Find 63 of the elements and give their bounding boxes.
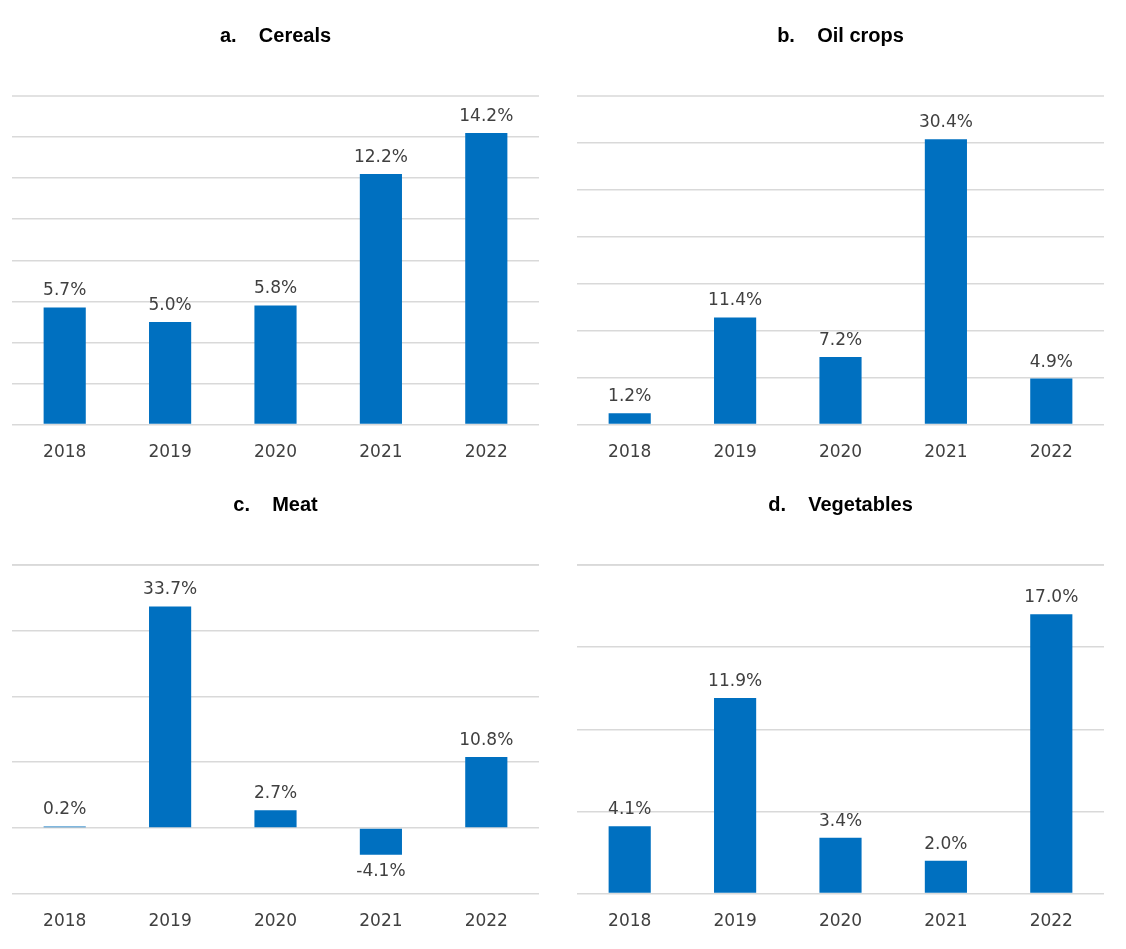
bar (254, 810, 297, 828)
x-tick-label: 2020 (818, 910, 863, 931)
chart-title: c. Meat (233, 492, 319, 515)
x-tick-label: 2018 (608, 441, 652, 462)
x-tick-label: 2018 (608, 910, 652, 931)
data-label: 30.4% (918, 111, 973, 132)
data-label: 1.2% (608, 385, 652, 406)
bar (149, 321, 192, 424)
data-label: 2.0% (924, 832, 968, 853)
data-label: 5.7% (43, 279, 87, 300)
data-label: 10.8% (459, 728, 514, 749)
chart-title: a. Cereals (219, 23, 332, 46)
x-tick-label: 2018 (43, 441, 87, 462)
data-label: 11.9% (708, 670, 763, 690)
x-tick-label: 2021 (924, 441, 968, 462)
x-tick-label: 2020 (253, 441, 298, 462)
x-tick-label: 2019 (148, 910, 192, 931)
x-tick-label: 2022 (1029, 910, 1073, 931)
bar (359, 174, 402, 424)
x-tick-label: 2021 (359, 910, 403, 931)
bar (924, 860, 967, 893)
data-label: 11.4% (708, 289, 763, 310)
data-label: 7.2% (818, 328, 863, 349)
x-tick-label: 2021 (359, 441, 403, 462)
data-label: 17.0% (1024, 586, 1079, 607)
bar (359, 828, 402, 855)
x-tick-label: 2019 (713, 910, 757, 931)
bar (1030, 378, 1073, 424)
bar (608, 413, 651, 424)
x-tick-label: 2020 (253, 910, 298, 931)
bar (43, 307, 86, 424)
chart-title: b. Oil crops (777, 23, 904, 46)
bar (465, 756, 508, 828)
bar (714, 317, 757, 424)
bar (1030, 614, 1073, 893)
x-tick-label: 2021 (924, 910, 968, 931)
x-tick-label: 2020 (818, 441, 863, 462)
bar (465, 132, 508, 424)
data-label: 4.1% (608, 798, 652, 819)
bar (819, 357, 862, 424)
bar (149, 606, 192, 828)
data-label: 14.2% (459, 104, 514, 125)
x-tick-label: 2022 (464, 441, 508, 462)
x-tick-label: 2019 (148, 441, 192, 462)
data-label: 3.4% (818, 809, 863, 830)
bar (924, 139, 967, 424)
x-tick-label: 2022 (464, 910, 508, 931)
x-tick-label: 2022 (1029, 441, 1073, 462)
bar (254, 305, 297, 424)
data-label: -4.1% (356, 859, 406, 880)
data-label: 5.8% (253, 277, 298, 298)
data-label: 33.7% (143, 578, 198, 599)
x-tick-label: 2019 (713, 441, 757, 462)
bar (714, 698, 757, 893)
bar (819, 837, 862, 893)
data-label: 2.7% (253, 782, 298, 803)
chart-title: d. Vegetables (768, 492, 913, 515)
data-label: 5.0% (148, 293, 192, 314)
data-label: 0.2% (43, 798, 87, 819)
data-label: 12.2% (353, 145, 408, 166)
bar (608, 826, 651, 893)
data-label: 4.9% (1029, 350, 1073, 371)
x-tick-label: 2018 (43, 910, 87, 931)
